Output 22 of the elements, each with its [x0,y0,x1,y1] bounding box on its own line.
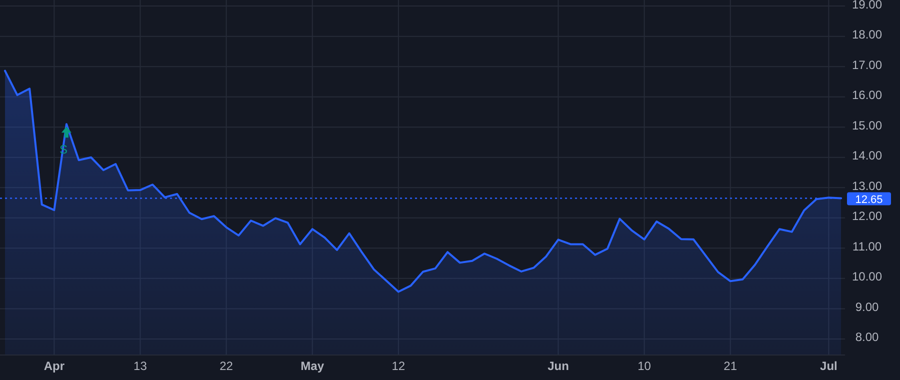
y-tick-label: 13.00 [852,178,882,193]
y-tick-label: 10.00 [852,270,882,284]
y-tick-label: 18.00 [852,28,882,42]
ref-line-label: 12.65 [855,194,883,206]
y-tick-label: 8.00 [855,330,879,344]
x-tick-label: 13 [134,359,148,373]
x-tick-label: Apr [44,359,65,373]
y-tick-label: 19.00 [852,0,882,12]
y-tick-label: 17.00 [852,58,882,72]
x-tick-label: 22 [220,359,234,373]
y-tick-label: 12.00 [852,209,882,224]
x-tick-label: 12 [392,359,406,373]
x-tick-label: Jun [548,359,569,373]
y-tick-label: 14.00 [852,148,882,163]
y-tick-label: 11.00 [852,239,882,254]
y-tick-label: 15.00 [852,118,882,132]
x-tick-label: May [300,359,324,373]
x-tick-label: 10 [638,359,652,373]
x-tick-label: Jul [820,359,838,373]
x-tick-label: 21 [724,359,738,373]
y-tick-label: 16.00 [852,88,882,102]
y-tick-label: 9.00 [855,300,879,314]
